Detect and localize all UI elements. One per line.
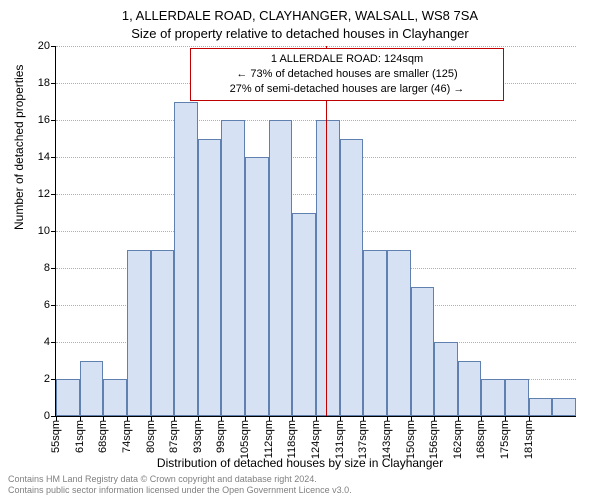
footer-attribution: Contains HM Land Registry data © Crown c… bbox=[8, 474, 352, 497]
histogram-bar bbox=[151, 250, 175, 417]
y-tick-label: 4 bbox=[44, 336, 50, 348]
x-tick-label: 105sqm bbox=[239, 420, 251, 459]
x-tick-label: 175sqm bbox=[499, 420, 511, 459]
footer-line2: Contains public sector information licen… bbox=[8, 485, 352, 496]
x-tick-label: 87sqm bbox=[168, 420, 180, 453]
x-tick-mark bbox=[387, 416, 388, 421]
histogram-bar bbox=[529, 398, 553, 417]
x-tick-label: 80sqm bbox=[145, 420, 157, 453]
y-tick-mark bbox=[51, 268, 56, 269]
histogram-bar bbox=[198, 139, 222, 417]
y-tick-mark bbox=[51, 46, 56, 47]
x-tick-label: 74sqm bbox=[121, 420, 133, 453]
y-tick-mark bbox=[51, 342, 56, 343]
x-tick-label: 137sqm bbox=[357, 420, 369, 459]
histogram-bar bbox=[245, 157, 269, 416]
y-tick-mark bbox=[51, 231, 56, 232]
x-tick-label: 99sqm bbox=[215, 420, 227, 453]
footer-line1: Contains HM Land Registry data © Crown c… bbox=[8, 474, 352, 485]
histogram-bar bbox=[103, 379, 127, 416]
chart-subtitle: Size of property relative to detached ho… bbox=[0, 26, 600, 41]
histogram-bar bbox=[458, 361, 482, 417]
histogram-bar bbox=[127, 250, 151, 417]
x-tick-label: 68sqm bbox=[97, 420, 109, 453]
x-tick-label: 162sqm bbox=[452, 420, 464, 459]
property-marker-line bbox=[326, 46, 327, 416]
y-tick-label: 6 bbox=[44, 299, 50, 311]
histogram-bar bbox=[505, 379, 529, 416]
histogram-bar bbox=[411, 287, 435, 417]
y-tick-label: 20 bbox=[38, 40, 50, 52]
x-tick-mark bbox=[458, 416, 459, 421]
histogram-chart: 1, ALLERDALE ROAD, CLAYHANGER, WALSALL, … bbox=[0, 0, 600, 500]
annotation-line1: 1 ALLERDALE ROAD: 124sqm bbox=[197, 52, 497, 67]
x-tick-mark bbox=[221, 416, 222, 421]
x-tick-mark bbox=[292, 416, 293, 421]
annotation-line3: 27% of semi-detached houses are larger (… bbox=[197, 82, 497, 97]
y-tick-mark bbox=[51, 305, 56, 306]
x-tick-mark bbox=[127, 416, 128, 421]
x-axis-label: Distribution of detached houses by size … bbox=[0, 456, 600, 470]
x-tick-mark bbox=[56, 416, 57, 421]
x-tick-label: 143sqm bbox=[381, 420, 393, 459]
x-tick-mark bbox=[80, 416, 81, 421]
y-tick-label: 12 bbox=[38, 188, 50, 200]
x-tick-label: 55sqm bbox=[50, 420, 62, 453]
annotation-callout: 1 ALLERDALE ROAD: 124sqm ← 73% of detach… bbox=[190, 48, 504, 101]
histogram-bar bbox=[481, 379, 505, 416]
annotation-line2: ← 73% of detached houses are smaller (12… bbox=[197, 67, 497, 82]
x-tick-label: 61sqm bbox=[74, 420, 86, 453]
x-tick-label: 168sqm bbox=[475, 420, 487, 459]
y-tick-mark bbox=[51, 120, 56, 121]
histogram-bar bbox=[269, 120, 293, 416]
histogram-bar bbox=[387, 250, 411, 417]
x-tick-label: 181sqm bbox=[523, 420, 535, 459]
x-tick-mark bbox=[340, 416, 341, 421]
histogram-bar bbox=[434, 342, 458, 416]
x-tick-mark bbox=[505, 416, 506, 421]
y-tick-mark bbox=[51, 83, 56, 84]
y-tick-label: 10 bbox=[38, 225, 50, 237]
x-tick-mark bbox=[174, 416, 175, 421]
x-tick-mark bbox=[269, 416, 270, 421]
gridline bbox=[56, 46, 576, 47]
histogram-bar bbox=[292, 213, 316, 417]
x-tick-label: 150sqm bbox=[405, 420, 417, 459]
histogram-bar bbox=[316, 120, 340, 416]
x-tick-mark bbox=[363, 416, 364, 421]
x-tick-mark bbox=[411, 416, 412, 421]
histogram-bar bbox=[552, 398, 576, 417]
y-axis-label: Number of detached properties bbox=[12, 65, 26, 230]
y-tick-mark bbox=[51, 194, 56, 195]
x-tick-mark bbox=[529, 416, 530, 421]
plot-area: 0246810121416182055sqm61sqm68sqm74sqm80s… bbox=[55, 46, 576, 417]
histogram-bar bbox=[56, 379, 80, 416]
y-tick-label: 2 bbox=[44, 373, 50, 385]
x-tick-mark bbox=[481, 416, 482, 421]
chart-title-address: 1, ALLERDALE ROAD, CLAYHANGER, WALSALL, … bbox=[0, 8, 600, 23]
x-tick-mark bbox=[103, 416, 104, 421]
y-tick-mark bbox=[51, 157, 56, 158]
y-tick-label: 14 bbox=[38, 151, 50, 163]
histogram-bar bbox=[221, 120, 245, 416]
histogram-bar bbox=[340, 139, 364, 417]
histogram-bar bbox=[80, 361, 104, 417]
histogram-bar bbox=[174, 102, 198, 417]
x-tick-mark bbox=[434, 416, 435, 421]
y-tick-label: 16 bbox=[38, 114, 50, 126]
x-tick-label: 156sqm bbox=[428, 420, 440, 459]
x-tick-mark bbox=[151, 416, 152, 421]
histogram-bar bbox=[363, 250, 387, 417]
x-tick-mark bbox=[245, 416, 246, 421]
x-tick-label: 131sqm bbox=[334, 420, 346, 459]
x-tick-mark bbox=[198, 416, 199, 421]
y-tick-label: 8 bbox=[44, 262, 50, 274]
x-tick-mark bbox=[316, 416, 317, 421]
y-tick-label: 18 bbox=[38, 77, 50, 89]
x-tick-label: 112sqm bbox=[263, 420, 275, 458]
x-tick-label: 124sqm bbox=[310, 420, 322, 459]
x-tick-label: 118sqm bbox=[286, 420, 298, 458]
x-tick-label: 93sqm bbox=[192, 420, 204, 453]
